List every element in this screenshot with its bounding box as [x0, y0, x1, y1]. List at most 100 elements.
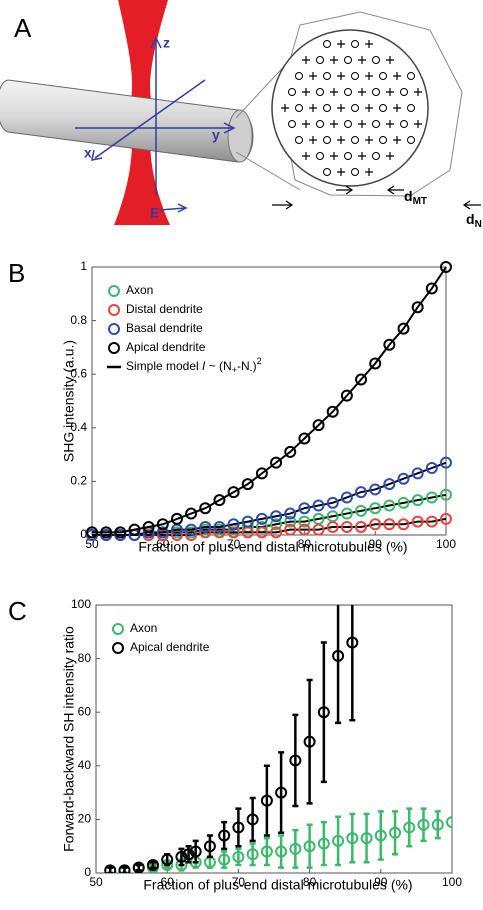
plus-mt [337, 40, 345, 48]
minus-mt [323, 40, 331, 48]
data-point [142, 520, 155, 533]
data-point [227, 526, 240, 539]
data-point [213, 494, 226, 507]
minus-mt [407, 136, 415, 144]
data-point [156, 526, 169, 539]
data-point [203, 840, 216, 853]
minus-mt [372, 120, 380, 128]
data-point [284, 523, 297, 536]
legend-text-part: ) [253, 359, 257, 373]
plus-mt [358, 88, 366, 96]
plus-mt [302, 152, 310, 160]
legend-marker [112, 642, 124, 654]
panel-a: A z y x E dMT dN [0, 0, 482, 230]
x-axis-label: Fraction of plus-end distal microtubules… [143, 877, 412, 893]
minus-mt [407, 104, 415, 112]
data-point [86, 526, 98, 539]
plus-mt [330, 152, 338, 160]
panel-label: C [8, 596, 27, 626]
data-point [161, 853, 174, 866]
minus-mt [344, 120, 352, 128]
legend-text-part: ~ (N [205, 359, 231, 373]
data-point [114, 526, 127, 539]
minus-mt [351, 168, 359, 176]
d-n-sub: N [475, 219, 482, 230]
data-point [383, 338, 396, 351]
error-bar [278, 834, 285, 869]
data-point [227, 518, 240, 531]
minus-mt [316, 120, 324, 128]
plus-mt [330, 120, 338, 128]
x-tick-label: 70 [232, 875, 246, 889]
y-tick-label: 0.8 [70, 313, 87, 327]
data-point [383, 518, 396, 531]
d-n-label: dN [466, 211, 482, 230]
data-point [189, 845, 202, 858]
x-tick-label: 50 [85, 537, 99, 551]
data-point [199, 502, 212, 515]
plus-mt [414, 120, 422, 128]
d-mt-text: d [404, 188, 413, 204]
minus-mt [316, 56, 324, 64]
error-bar [363, 812, 370, 864]
legend-marker [108, 285, 120, 297]
minus-mt [400, 120, 408, 128]
cylinder-end [227, 109, 253, 163]
data-point [440, 488, 452, 501]
minus-mt [372, 88, 380, 96]
x-tick-label: 90 [369, 537, 383, 551]
error-bar [278, 751, 285, 835]
data-point [284, 445, 297, 458]
model-line [92, 517, 447, 536]
data-point [411, 467, 424, 480]
field-label: E [150, 205, 159, 221]
data-point [185, 507, 198, 520]
plus-mt [337, 72, 345, 80]
data-point [199, 520, 212, 533]
data-point [298, 515, 311, 528]
y-tick-label: 0.4 [70, 420, 87, 434]
data-point [298, 502, 311, 515]
minus-mt [400, 88, 408, 96]
data-point [270, 526, 283, 539]
data-point [411, 301, 424, 314]
plus-mt [365, 40, 373, 48]
data-point [255, 467, 268, 480]
axis-z-label: z [163, 35, 170, 51]
error-bar [263, 764, 270, 837]
error-bar [192, 839, 199, 864]
data-point [425, 491, 438, 504]
data-point [312, 419, 325, 432]
data-point [156, 518, 169, 531]
legend-label: Distal dendrite [126, 302, 203, 316]
data-point [132, 861, 145, 873]
error-bar [221, 820, 228, 851]
x-tick-label: 60 [156, 537, 170, 551]
y-tick-label: 100 [71, 597, 91, 611]
data-point [369, 518, 382, 531]
minus-mt [351, 72, 359, 80]
data-point [312, 523, 325, 536]
data-point [255, 526, 268, 539]
y-axis-label: Forward-backward SH intensity ratio [61, 626, 77, 852]
plus-mt [337, 104, 345, 112]
data-point [326, 405, 339, 418]
data-point [403, 821, 416, 834]
x-tick-label: 80 [303, 875, 317, 889]
plus-mt [393, 136, 401, 144]
data-point [425, 515, 438, 528]
minus-mt [351, 40, 359, 48]
data-point [270, 518, 283, 531]
error-bar [335, 815, 342, 867]
data-point [340, 491, 353, 504]
plus-mt [358, 56, 366, 64]
plus-mt [365, 72, 373, 80]
plot-frame [91, 266, 447, 536]
neurite-cylinder [0, 79, 254, 163]
plus-mt [309, 72, 317, 80]
data-point [270, 510, 283, 523]
data-point [440, 456, 452, 469]
error-bar [349, 812, 356, 864]
cross-section [271, 29, 429, 187]
